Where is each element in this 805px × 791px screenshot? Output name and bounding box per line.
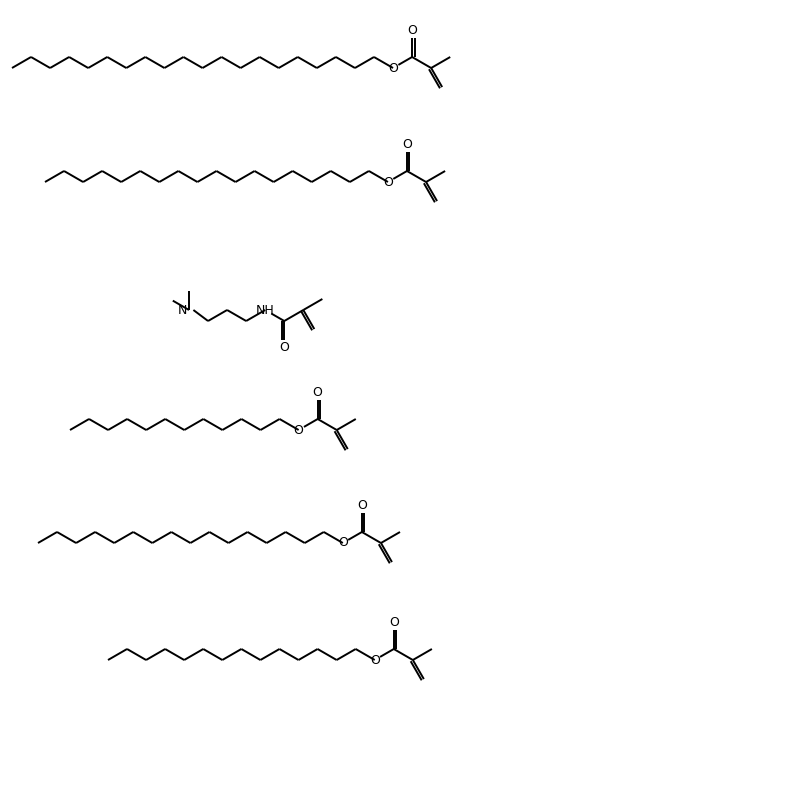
Text: O: O xyxy=(369,653,380,667)
Text: O: O xyxy=(279,341,289,354)
Text: O: O xyxy=(313,386,323,399)
Text: O: O xyxy=(383,176,393,188)
Text: O: O xyxy=(338,536,348,550)
Text: O: O xyxy=(388,62,398,74)
Text: O: O xyxy=(407,24,417,37)
Text: N: N xyxy=(177,304,187,316)
Text: NH: NH xyxy=(256,304,275,316)
Text: O: O xyxy=(294,423,303,437)
Text: O: O xyxy=(357,499,367,512)
Text: O: O xyxy=(402,138,412,151)
Text: O: O xyxy=(389,616,398,629)
